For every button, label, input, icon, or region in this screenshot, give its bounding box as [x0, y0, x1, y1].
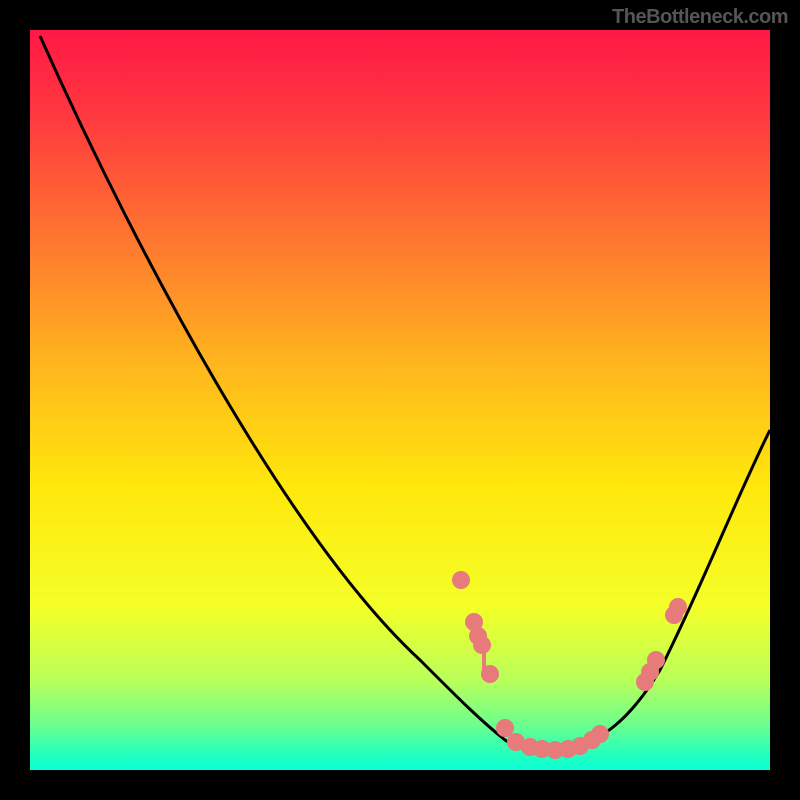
data-marker	[647, 651, 665, 669]
data-marker	[669, 598, 687, 616]
data-marker	[473, 636, 491, 654]
bottleneck-chart	[0, 0, 800, 800]
data-marker	[452, 571, 470, 589]
data-marker	[496, 719, 514, 737]
data-marker	[591, 725, 609, 743]
watermark-text: TheBottleneck.com	[612, 6, 788, 29]
data-marker	[481, 665, 499, 683]
